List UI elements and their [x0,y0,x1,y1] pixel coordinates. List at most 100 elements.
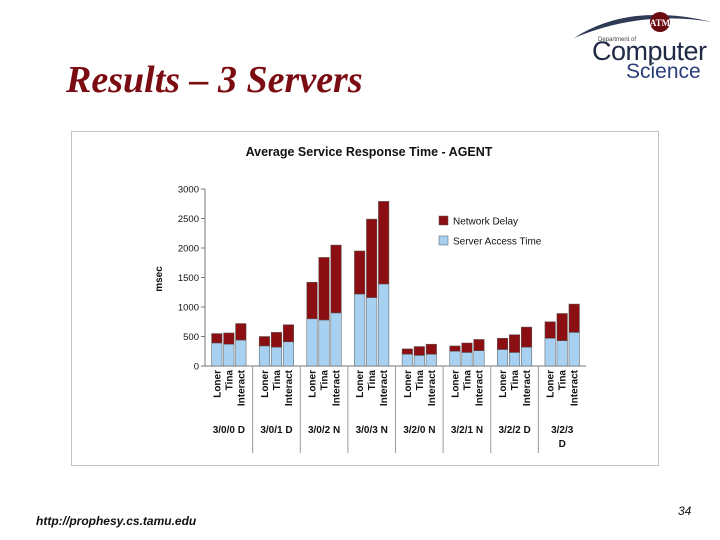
bar-network-delay [366,218,378,298]
y-tick-label: 0 [194,362,199,373]
category-tick-label: Interact [332,369,343,406]
bar-server-access [258,345,270,367]
bar-network-delay [497,338,509,350]
category-tick-label: Interact [236,369,247,406]
category-tick-label: Loner [403,370,414,398]
response-time-chart: Average Service Response Time - AGENT ms… [154,145,586,453]
logo-swoosh-icon [574,14,712,38]
y-tick-label: 2500 [178,214,199,225]
group-label: 3/2/1 N [451,425,483,436]
bar-network-delay [318,257,330,321]
bar-network-delay [449,345,461,352]
bar-network-delay [556,313,568,341]
category-tick-label: Interact [474,369,485,406]
group-label: 3/2/3 [551,425,574,436]
bar-server-access [378,283,390,367]
legend-label-network-delay: Network Delay [453,217,518,228]
bar-network-delay [401,348,413,355]
bar-server-access [568,332,580,367]
category-tick-label: Interact [427,369,438,406]
category-tick-label: Loner [498,370,509,398]
group-label: 3/0/1 D [260,425,292,436]
bar-network-delay [354,250,366,295]
category-tick-label: Tina [415,370,426,391]
legend-swatch-server-access [438,235,449,246]
bar-network-delay [425,343,437,355]
bar-network-delay [461,342,473,353]
bar-server-access [497,349,509,367]
category-tick-label: Interact [379,369,390,406]
bar-network-delay [568,303,580,333]
category-tick-label: Loner [260,370,271,398]
category-tick-label: Tina [510,370,521,391]
bar-server-access [509,352,521,367]
category-tick-label: Loner [355,370,366,398]
category-tick-label: Tina [272,370,283,391]
bar-network-delay [378,201,390,285]
group-label-line2: D [559,439,566,450]
group-label: 3/0/3 N [356,425,388,436]
bar-network-delay [258,336,270,347]
bar-server-access [366,297,378,367]
bar-server-access [306,318,318,367]
bar-network-delay [330,244,342,314]
y-tick-label: 1000 [178,303,199,314]
category-tick-label: Interact [284,369,295,406]
logo-emblem-icon [650,12,670,32]
bar-server-access [401,353,413,367]
group-label: 3/2/2 D [498,425,530,436]
bar-server-access [413,355,425,367]
bar-server-access [425,353,437,367]
bar-network-delay [270,332,282,348]
group-label: 3/0/2 N [308,425,340,436]
slide-title: Results – 3 Servers [66,59,363,101]
bar-server-access [556,340,568,367]
category-tick-label: Interact [522,369,533,406]
category-tick-label: Tina [320,370,331,391]
bar-network-delay [521,326,533,348]
category-tick-label: Tina [224,370,235,391]
y-tick-label: 1500 [178,273,199,284]
bar-server-access [461,352,473,367]
footer-url[interactable]: http://prophesy.cs.tamu.edu [36,514,197,528]
bar-server-access [544,338,556,367]
legend-label-server-access: Server Access Time [453,237,542,248]
category-tick-label: Loner [450,370,461,398]
category-tick-label: Tina [367,370,378,391]
category-tick-label: Loner [212,370,223,398]
bar-server-access [521,346,533,367]
bar-network-delay [544,321,556,339]
group-label: 3/0/0 D [213,425,245,436]
bar-server-access [354,293,366,367]
group-label: 3/2/0 N [403,425,435,436]
bar-network-delay [235,323,247,341]
bar-network-delay [509,334,521,353]
category-tick-label: Tina [558,370,569,391]
logo-dept-line: Department of [598,37,637,43]
logo-emblem-text: ATM [650,18,671,28]
bar-network-delay [282,324,294,343]
bar-server-access [318,319,330,367]
chart-title: Average Service Response Time - AGENT [246,145,493,159]
legend-swatch-network-delay [438,215,449,226]
y-tick-label: 3000 [178,185,199,196]
category-tick-label: Interact [570,369,581,406]
y-tick-label: 500 [183,332,199,343]
bar-server-access [330,312,342,367]
bar-network-delay [211,333,223,344]
chart-frame: Average Service Response Time - AGENT ms… [71,131,659,466]
y-axis-label: msec [154,266,165,292]
bar-server-access [270,346,282,367]
bar-server-access [282,341,294,367]
bar-server-access [211,342,223,367]
bar-network-delay [473,339,485,351]
logo-word-computer: Computer [592,36,707,66]
bar-server-access [223,343,235,367]
logo-word-science: Science [626,60,701,83]
bar-server-access [449,351,461,367]
category-tick-label: Loner [546,370,557,398]
bar-network-delay [306,281,318,320]
page-number: 34 [678,504,692,518]
bar-network-delay [223,332,235,345]
bar-server-access [473,350,485,367]
